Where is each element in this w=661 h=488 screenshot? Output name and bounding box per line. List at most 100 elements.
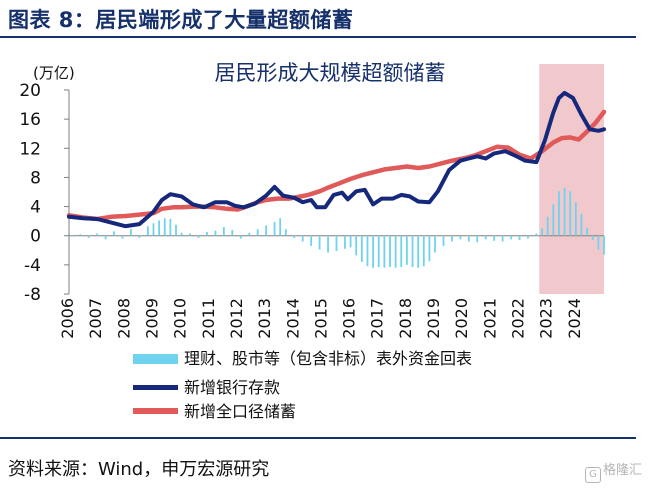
offbalance-bar	[558, 191, 560, 236]
offbalance-bar	[327, 235, 329, 253]
offbalance-bar	[104, 235, 107, 240]
offbalance-bar	[130, 229, 132, 236]
offbalance-bar	[434, 235, 436, 253]
offbalance-bar	[422, 235, 425, 267]
offbalance-bar	[206, 232, 208, 236]
y-tick-label: 4	[30, 198, 41, 218]
offbalance-bar	[484, 235, 487, 240]
logo-icon: G	[585, 467, 601, 483]
offbalance-bar	[476, 235, 479, 243]
y-tick-label: 8	[30, 168, 41, 188]
offbalance-bar	[563, 187, 566, 236]
offbalance-bar	[574, 202, 577, 236]
legend-label-savings: 新增全口径储蓄	[184, 402, 296, 421]
y-tick-label: 12	[19, 139, 41, 159]
x-tick-label: 2021	[480, 298, 499, 339]
offbalance-bar	[597, 235, 600, 250]
offbalance-bar	[335, 235, 338, 252]
offbalance-bar	[163, 218, 166, 236]
offbalance-bar	[459, 235, 462, 240]
y-tick-label: 0	[30, 227, 41, 247]
offbalance-bar	[535, 233, 538, 236]
offbalance-bar	[189, 233, 191, 236]
offbalance-bar	[301, 235, 304, 242]
x-tick-label: 2024	[565, 298, 584, 339]
x-tick-label: 2022	[509, 298, 528, 339]
x-tick-label: 2012	[227, 298, 246, 339]
y-tick-label: 20	[19, 81, 41, 101]
offbalance-bar	[284, 229, 287, 236]
offbalance-bar	[400, 235, 403, 268]
offbalance-bar	[580, 213, 583, 236]
offbalance-bar	[360, 235, 363, 262]
offbalance-bar	[527, 235, 529, 239]
x-tick-label: 2015	[311, 298, 330, 339]
offbalance-bar	[273, 221, 276, 236]
offbalance-bar	[377, 235, 380, 268]
offbalance-bar	[417, 235, 420, 268]
offbalance-bar	[231, 229, 234, 236]
line-series-bank-deposits	[67, 90, 606, 229]
y-tick-label: -4	[24, 256, 41, 276]
x-tick-label: 2011	[199, 298, 218, 339]
offbalance-bar	[279, 218, 282, 236]
figure-title: 图表 8：居民端形成了大量超额储蓄	[8, 8, 354, 32]
offbalance-bar	[451, 235, 453, 242]
offbalance-bar	[158, 220, 161, 236]
x-tick-label: 2013	[255, 298, 274, 339]
offbalance-bar	[586, 227, 589, 236]
offbalance-bar	[146, 226, 149, 236]
offbalance-bar	[372, 235, 375, 268]
offbalance-bar	[366, 235, 369, 267]
x-tick-label: 2017	[368, 298, 387, 339]
x-tick-label: 2006	[58, 298, 77, 339]
source-note: 资料来源：Wind，申万宏源研究	[8, 459, 270, 480]
x-tick-label: 2019	[424, 298, 443, 339]
x-tick-label: 2010	[171, 298, 190, 339]
y-tick-label: 16	[19, 110, 41, 130]
offbalance-bar	[222, 226, 225, 236]
offbalance-bar	[121, 235, 124, 239]
legend-label-offbalance: 理财、股市等（包含非标）表外资金回表	[184, 349, 472, 368]
offbalance-bar	[394, 235, 397, 268]
offbalance-bar	[405, 235, 408, 265]
legend: 理财、股市等（包含非标）表外资金回表 新增银行存款 新增全口径储蓄	[133, 349, 472, 421]
x-tick-label: 2007	[86, 298, 105, 339]
legend-swatch-deposit	[133, 385, 178, 390]
offbalance-bar	[569, 191, 572, 236]
chart-axes	[64, 89, 604, 295]
offbalance-bar	[493, 235, 496, 241]
x-tick-label: 2009	[142, 298, 161, 339]
offbalance-bar	[293, 235, 296, 238]
offbalance-bar	[175, 224, 177, 236]
offbalance-bar	[318, 235, 321, 250]
offbalance-bar	[603, 235, 605, 255]
offbalance-bar	[113, 231, 115, 236]
y-tick-label: -8	[24, 285, 41, 305]
x-tick-label: 2008	[114, 298, 133, 339]
offbalance-bar	[501, 235, 504, 242]
x-tick-label: 2016	[340, 298, 359, 339]
bar-series-offbalance	[70, 187, 605, 268]
shaded-period	[539, 64, 604, 294]
offbalance-bar	[310, 235, 313, 246]
header-divider	[0, 36, 636, 38]
offbalance-bar	[411, 235, 414, 268]
offbalance-bar	[239, 235, 242, 239]
offbalance-bar	[383, 235, 386, 268]
y-tick-labels: 20 16 12 8 4 0 -4 -8	[19, 81, 41, 305]
watermark-text: 格隆汇	[603, 463, 643, 478]
offbalance-bar	[214, 230, 217, 236]
offbalance-bar	[256, 229, 259, 236]
offbalance-bar	[248, 232, 251, 236]
offbalance-bar	[552, 204, 555, 236]
y-axis-label: (万亿)	[33, 64, 75, 82]
offbalance-bar	[546, 216, 549, 236]
legend-label-deposit: 新增银行存款	[184, 378, 280, 397]
chart-title: 居民形成大规模超额储蓄	[215, 61, 446, 85]
x-tick-label: 2014	[283, 298, 302, 339]
offbalance-bar	[428, 235, 431, 262]
legend-swatch-bar	[133, 354, 178, 364]
offbalance-bar	[96, 233, 99, 236]
